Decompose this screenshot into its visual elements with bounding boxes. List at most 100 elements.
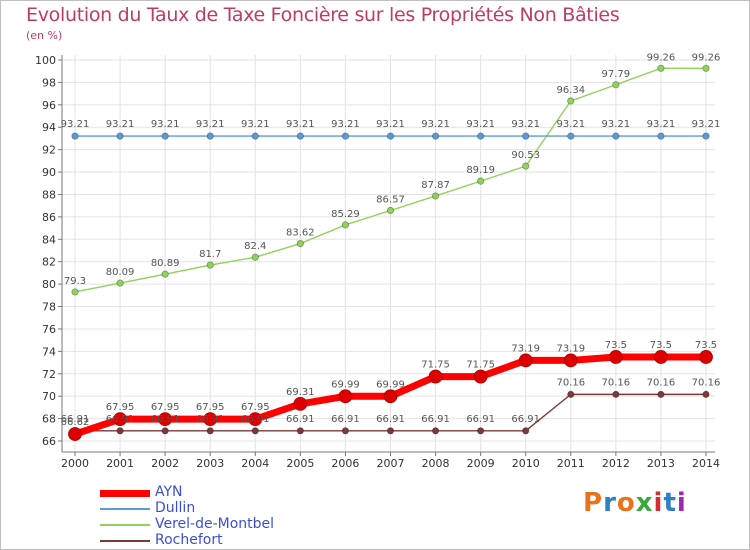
data-label-ayn: 67.95	[106, 402, 135, 413]
y-tick-label: 86	[42, 211, 56, 224]
data-point-ayn	[248, 412, 263, 427]
data-point-rochefort	[522, 427, 530, 435]
data-label-dullin: 93.21	[61, 119, 90, 130]
data-point-verel-de-montbel	[161, 270, 169, 278]
data-label-rochefort: 66.91	[151, 414, 180, 425]
x-tick-label: 2002	[151, 457, 179, 470]
proxiti-logo[interactable]: Proxiti	[583, 488, 687, 518]
data-label-rochefort: 66.91	[106, 414, 135, 425]
logo-letter: P	[583, 488, 604, 518]
data-label-dullin: 93.21	[421, 119, 450, 130]
data-point-rochefort	[386, 427, 395, 435]
data-point-ayn	[338, 389, 353, 404]
y-axis-ticks: 66 68 70 72 74 76 78 80 82 84 86 88 90 92 94 96 98 100	[35, 54, 62, 448]
data-point-ayn	[428, 369, 443, 384]
data-label-dullin: 93.21	[151, 119, 180, 130]
data-point-verel-de-montbel	[522, 162, 530, 170]
data-label-rochefort: 66.91	[196, 414, 225, 425]
data-label-ayn: 73.19	[556, 343, 585, 354]
data-point-verel-de-montbel	[116, 279, 124, 287]
data-label-ayn: 71.75	[466, 360, 495, 371]
data-label-ayn: 67.95	[151, 402, 180, 413]
y-tick-label: 72	[42, 368, 56, 381]
data-label-ayn: 69.31	[286, 387, 315, 398]
data-point-rochefort	[206, 427, 214, 435]
data-point-dullin	[296, 132, 304, 140]
data-point-verel-de-montbel	[431, 192, 440, 200]
data-label-dullin: 93.21	[556, 119, 585, 130]
data-point-verel-de-montbel	[71, 288, 79, 296]
y-tick-label: 68	[42, 413, 56, 426]
x-tick-label: 2003	[196, 457, 224, 470]
y-tick-label: 96	[42, 99, 56, 112]
data-label-verel-de-montbel: 82.4	[244, 241, 266, 252]
data-point-ayn	[383, 389, 398, 404]
y-tick-label: 70	[42, 390, 56, 403]
x-tick-label: 2004	[241, 457, 269, 470]
data-label-verel-de-montbel: 99.26	[647, 52, 676, 63]
legend-swatch-dullin	[100, 508, 150, 510]
data-point-ayn	[473, 369, 488, 384]
data-label-rochefort: 70.16	[692, 377, 721, 388]
data-label-rochefort: 66.91	[511, 414, 540, 425]
logo-letter: i	[653, 488, 664, 518]
data-label-rochefort: 66.91	[466, 414, 495, 425]
data-label-dullin: 93.21	[466, 119, 495, 130]
data-label-rochefort: 70.16	[556, 377, 585, 388]
data-point-dullin	[477, 132, 485, 140]
data-label-verel-de-montbel: 97.79	[602, 69, 631, 80]
x-tick-label: 2005	[286, 457, 314, 470]
y-tick-label: 94	[42, 121, 56, 134]
data-label-dullin: 93.21	[692, 119, 721, 130]
y-tick-label: 90	[42, 166, 56, 179]
logo-letter: r	[603, 488, 617, 518]
data-label-dullin: 93.21	[241, 119, 270, 130]
data-label-verel-de-montbel: 86.57	[376, 194, 405, 205]
data-point-rochefort	[567, 390, 575, 398]
legend-label: Verel-de-Montbel	[155, 516, 275, 532]
x-tick-label: 2011	[557, 457, 585, 470]
data-point-ayn	[518, 353, 533, 368]
data-point-dullin	[612, 132, 620, 140]
data-point-rochefort	[161, 427, 169, 435]
data-label-dullin: 93.21	[331, 119, 360, 130]
data-label-verel-de-montbel: 87.87	[421, 180, 450, 191]
data-label-ayn: 67.95	[196, 402, 225, 413]
y-tick-label: 78	[42, 301, 56, 314]
y-tick-label: 100	[35, 54, 56, 67]
data-point-dullin	[702, 132, 710, 140]
x-axis-ticks: 2000 2001 2002 2003 2004 2005 2006 2007 2008 2009…	[61, 452, 720, 470]
data-label-verel-de-montbel: 81.7	[199, 249, 221, 260]
data-label-rochefort: 66.91	[421, 414, 450, 425]
data-point-dullin	[116, 132, 124, 140]
x-tick-label: 2008	[422, 457, 450, 470]
legend-swatch-ayn	[100, 490, 150, 497]
data-point-dullin	[386, 132, 395, 140]
data-label-ayn: 69.99	[331, 379, 360, 390]
data-point-dullin	[206, 132, 214, 140]
data-label-verel-de-montbel: 80.09	[106, 267, 135, 278]
data-label-dullin: 93.21	[376, 119, 405, 130]
y-tick-label: 82	[42, 256, 56, 269]
grid-lines	[62, 55, 715, 452]
data-label-ayn: 73.5	[695, 340, 717, 351]
data-label-ayn: 66.62	[61, 417, 90, 428]
data-point-ayn	[203, 412, 218, 427]
data-point-rochefort	[477, 427, 485, 435]
series	[68, 64, 713, 441]
x-tick-label: 2007	[377, 457, 405, 470]
data-label-verel-de-montbel: 83.62	[286, 228, 315, 239]
y-tick-label: 66	[42, 435, 56, 448]
y-tick-label: 98	[42, 76, 56, 89]
data-point-dullin	[567, 132, 575, 140]
data-label-ayn: 73.19	[511, 343, 540, 354]
data-point-ayn	[158, 412, 173, 427]
legend-label: AYN	[155, 484, 183, 500]
x-tick-label: 2010	[512, 457, 540, 470]
logo-letter: t	[663, 488, 677, 518]
x-tick-label: 2013	[647, 457, 675, 470]
data-point-dullin	[161, 132, 169, 140]
data-label-rochefort: 66.91	[286, 414, 315, 425]
data-point-ayn	[608, 350, 623, 364]
data-point-dullin	[657, 132, 665, 140]
